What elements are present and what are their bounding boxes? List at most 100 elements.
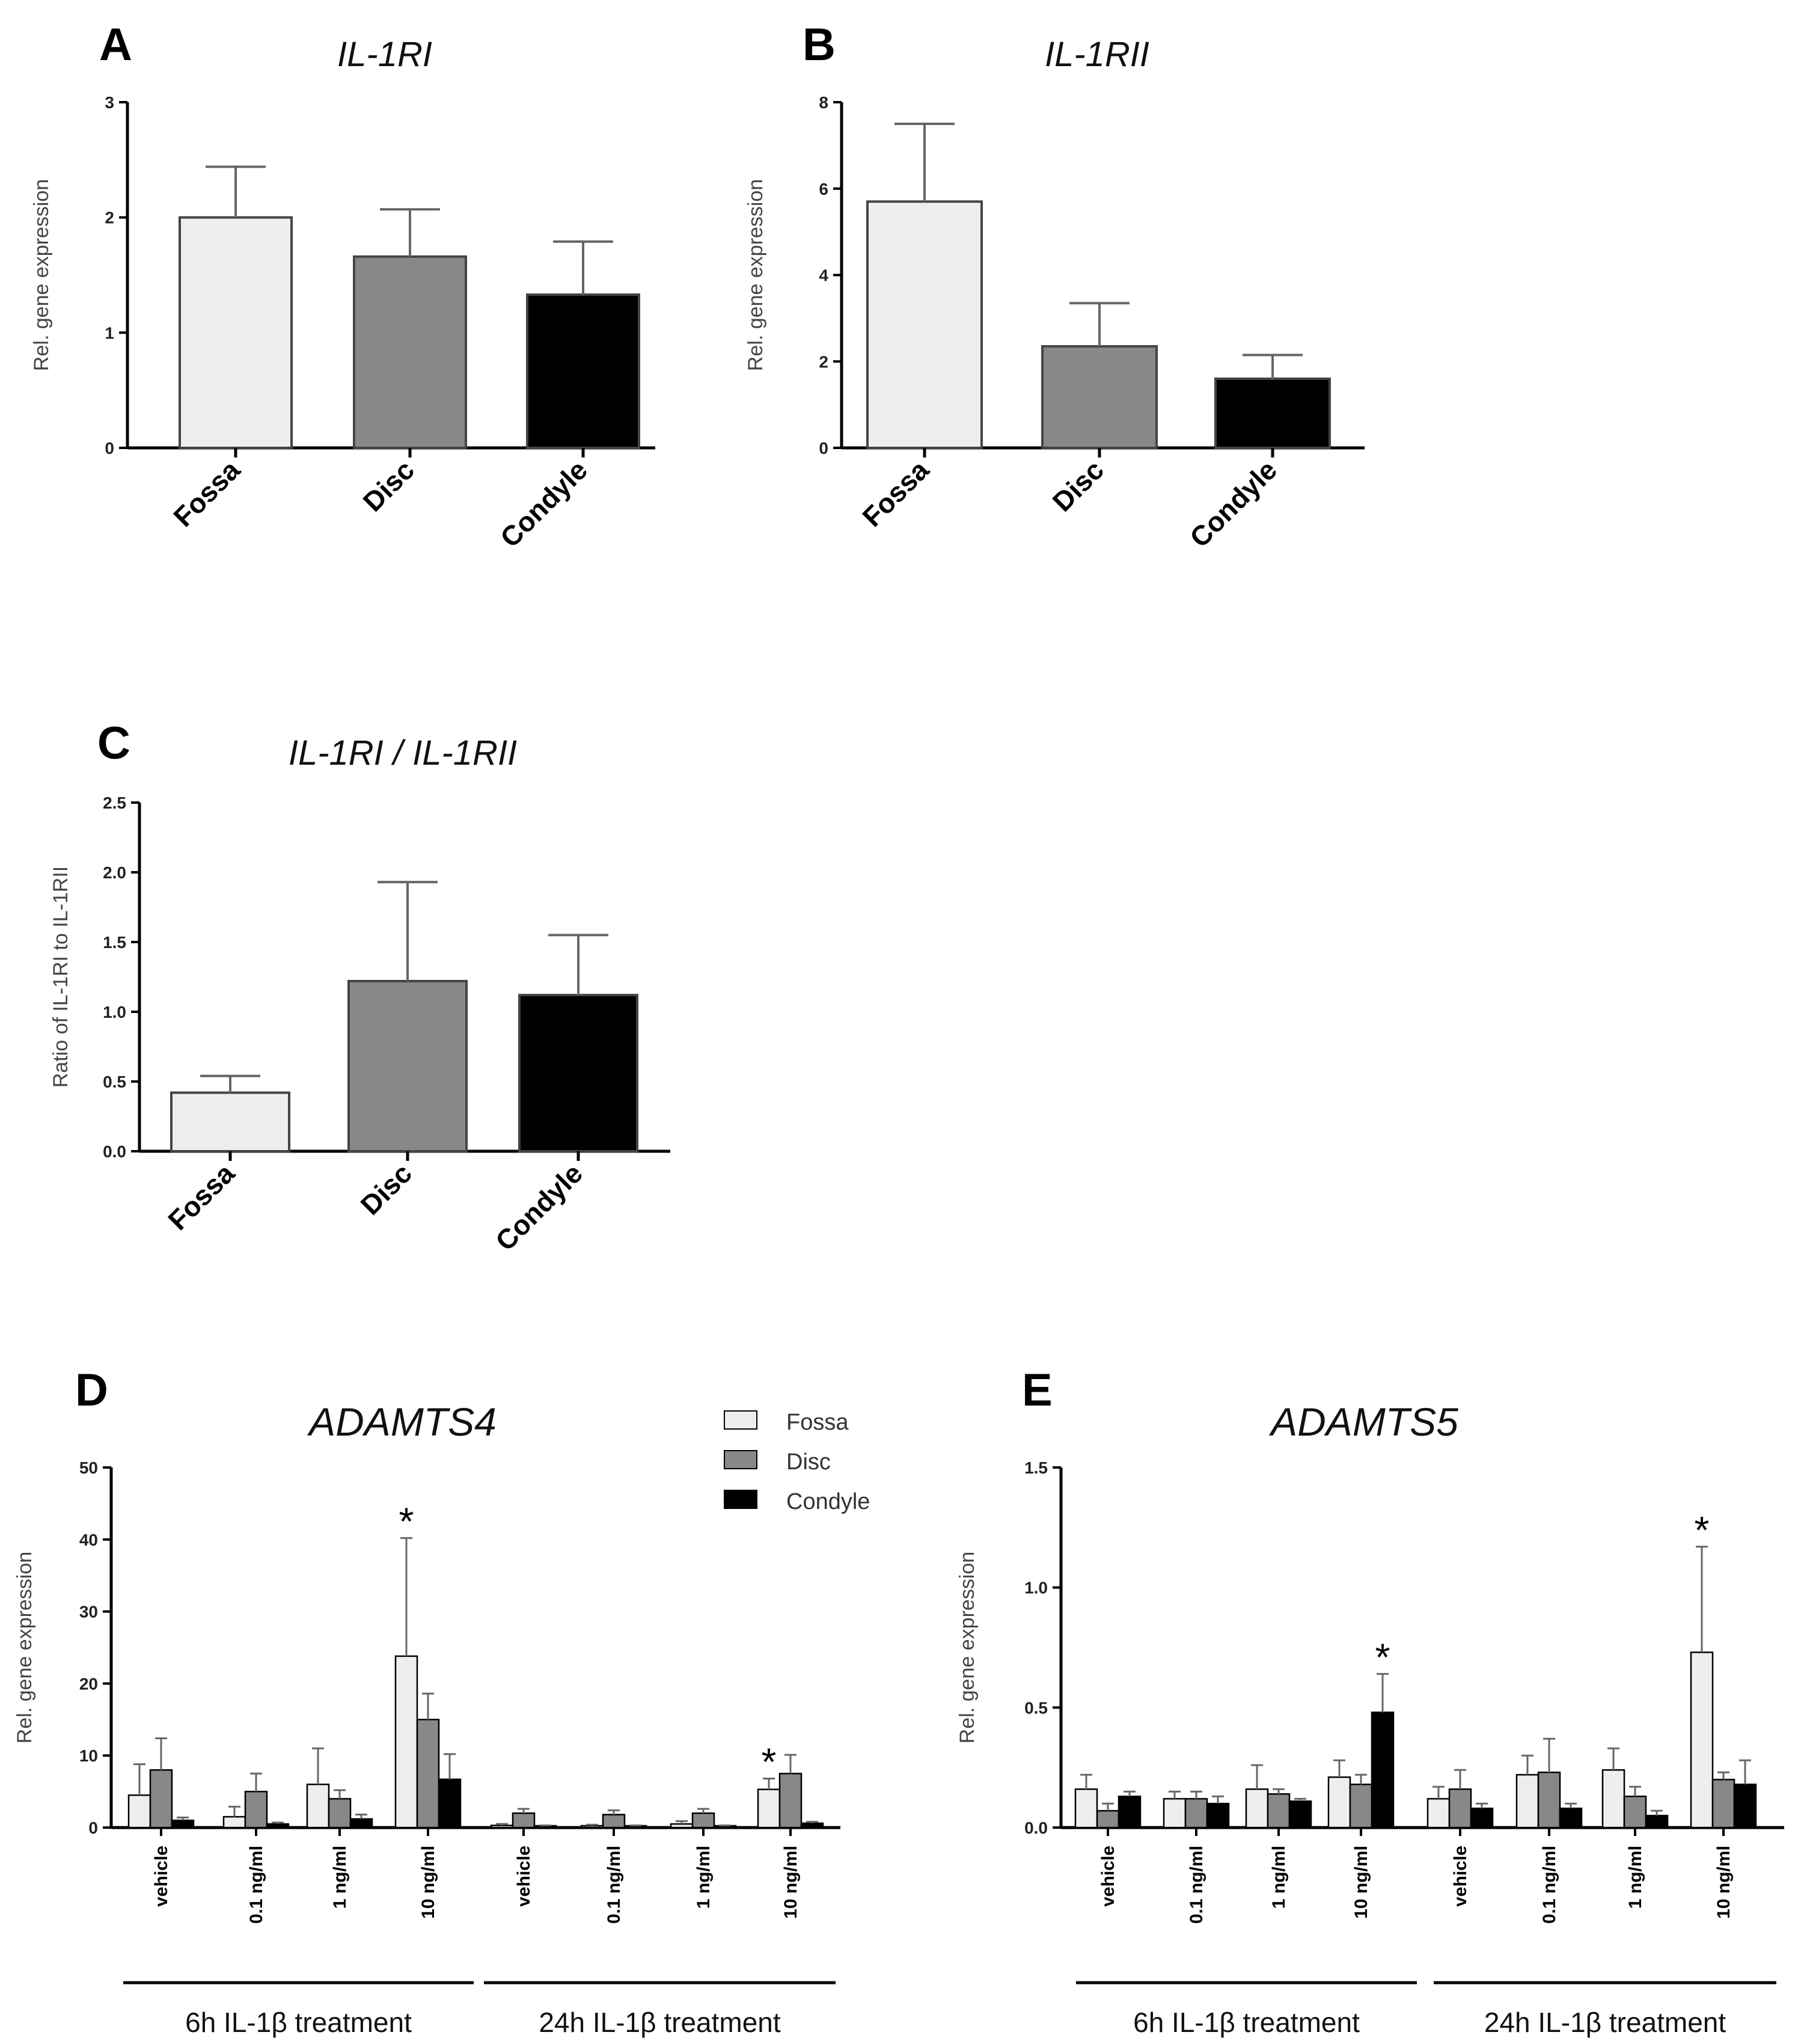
- chart-title-c: IL-1RI / IL-1RII: [289, 733, 517, 773]
- bar-condyle: [1206, 1802, 1230, 1829]
- plot-e: 0.0 0.5 1.0 1.5 Rel. gene expression vehicle 0…: [956, 1458, 1784, 2038]
- bar-condyle: [800, 1822, 824, 1829]
- bar-fossa: [306, 1783, 330, 1829]
- bar-fossa: [866, 200, 983, 449]
- significance-star: *: [1695, 1508, 1710, 1552]
- y-tick-label: 10: [79, 1746, 98, 1765]
- bar-condyle: [1371, 1712, 1395, 1829]
- legend-label-fossa: Fossa: [786, 1410, 849, 1435]
- bar-disc: [1041, 345, 1158, 449]
- y-tick-label: 0.0: [1024, 1819, 1048, 1837]
- x-tick-label: 1 ng/ml: [694, 1846, 714, 1909]
- bar-disc: [1267, 1793, 1291, 1829]
- panel-letter-e: E: [1022, 1365, 1053, 1416]
- bar-disc: [347, 979, 468, 1152]
- bar-fossa: [1690, 1651, 1714, 1829]
- y-tick-label: 8: [819, 93, 828, 112]
- bar-fossa: [1327, 1776, 1351, 1829]
- x-tick-label: 10 ng/ml: [418, 1846, 438, 1919]
- y-tick-label: 0.5: [103, 1072, 126, 1091]
- group-label: 6h IL-1β treatment: [1133, 2007, 1360, 2038]
- group-label: 24h IL-1β treatment: [539, 2007, 781, 2038]
- bar-condyle: [526, 293, 640, 450]
- bar-fossa: [1515, 1773, 1540, 1829]
- y-tick-label: 0: [105, 439, 114, 457]
- x-tick-label: vehicle: [1451, 1846, 1470, 1907]
- bar-disc: [1623, 1795, 1647, 1829]
- bar-condyle: [266, 1823, 290, 1829]
- x-tick-label: 0.1 ng/ml: [604, 1846, 624, 1924]
- y-tick-label: 20: [79, 1674, 98, 1693]
- legend-swatch-condyle: [724, 1490, 757, 1509]
- bar-fossa: [179, 216, 293, 449]
- bar-disc: [416, 1719, 440, 1829]
- bar-condyle: [1288, 1800, 1312, 1829]
- y-axis-label-d: Rel. gene expression: [13, 1552, 36, 1743]
- chart-title-d: ADAMTS4: [307, 1400, 497, 1444]
- y-tick-label: 2: [105, 209, 114, 227]
- y-tick-label: 0.5: [1024, 1698, 1048, 1717]
- y-tick-label: 3: [105, 93, 114, 112]
- group-label: 24h IL-1β treatment: [1484, 2007, 1726, 2038]
- y-tick-label: 50: [79, 1458, 98, 1477]
- bar-fossa: [670, 1823, 694, 1829]
- bar-condyle: [438, 1778, 462, 1829]
- bar-disc: [1448, 1788, 1472, 1829]
- legend-label-disc: Disc: [786, 1449, 831, 1475]
- y-tick-label: 2: [819, 352, 828, 371]
- bar-condyle: [1733, 1783, 1757, 1829]
- bar-disc: [1537, 1771, 1561, 1829]
- y-tick-label: 1.0: [1024, 1579, 1048, 1597]
- y-axis-label-a: Rel. gene expression: [30, 179, 53, 371]
- x-tick-label: vehicle: [514, 1846, 534, 1907]
- bar-disc: [1096, 1810, 1120, 1829]
- x-tick-label: 10 ng/ml: [1351, 1846, 1371, 1919]
- y-tick-label: 30: [79, 1603, 98, 1621]
- bar-fossa: [1245, 1788, 1269, 1829]
- bar-condyle: [518, 994, 638, 1153]
- bar-fossa: [222, 1816, 246, 1829]
- panel-c: C IL-1RI / IL-1RII 0.0 0.5 1.0 1.5 2.0 2.5 Rat…: [49, 718, 670, 1256]
- bar-fossa: [394, 1655, 418, 1829]
- x-tick-label: 0.1 ng/ml: [246, 1846, 266, 1924]
- y-tick-label: 1.5: [1024, 1458, 1048, 1477]
- bar-fossa: [1601, 1769, 1625, 1829]
- y-tick-label: 1.5: [103, 933, 126, 952]
- bar-disc: [512, 1812, 536, 1829]
- bar-fossa: [757, 1788, 781, 1829]
- y-axis-label-b: Rel. gene expression: [744, 179, 767, 371]
- chart-title-e: ADAMTS5: [1268, 1400, 1458, 1444]
- bar-condyle: [1470, 1807, 1494, 1829]
- x-tick-label: 10 ng/ml: [781, 1846, 801, 1919]
- bar-disc: [1711, 1778, 1735, 1829]
- bar-disc: [1349, 1783, 1373, 1829]
- bar-fossa: [1074, 1788, 1098, 1829]
- y-tick-label: 4: [819, 266, 828, 285]
- bar-condyle: [1118, 1795, 1142, 1829]
- legend: Fossa Disc Condyle: [724, 1410, 870, 1514]
- bar-condyle: [349, 1818, 373, 1829]
- bar-fossa: [170, 1091, 290, 1153]
- chart-title-b: IL-1RII: [1045, 35, 1149, 74]
- bar-condyle: [171, 1819, 195, 1829]
- y-tick-label: 6: [819, 180, 828, 198]
- significance-star: *: [399, 1499, 414, 1543]
- bar-fossa: [1163, 1798, 1187, 1829]
- bar-disc: [328, 1798, 352, 1829]
- y-tick-label: 1.0: [103, 1003, 126, 1021]
- y-tick-label: 0: [819, 439, 828, 457]
- significance-star: *: [1375, 1635, 1390, 1678]
- panel-letter-c: C: [97, 718, 130, 769]
- bar-disc: [149, 1769, 173, 1829]
- y-axis-label-c: Ratio of IL-1RI to IL-1RII: [49, 866, 72, 1088]
- group-label: 6h IL-1β treatment: [185, 2007, 412, 2038]
- panel-e: E ADAMTS5 0.0 0.5 1.0 1.5 Rel. gene expressi…: [956, 1365, 1784, 2038]
- bar-fossa: [1426, 1798, 1451, 1829]
- legend-swatch-disc: [724, 1450, 757, 1469]
- y-tick-label: 0.0: [103, 1142, 126, 1161]
- bar-disc: [691, 1812, 715, 1829]
- x-tick-label: 10 ng/ml: [1714, 1846, 1734, 1919]
